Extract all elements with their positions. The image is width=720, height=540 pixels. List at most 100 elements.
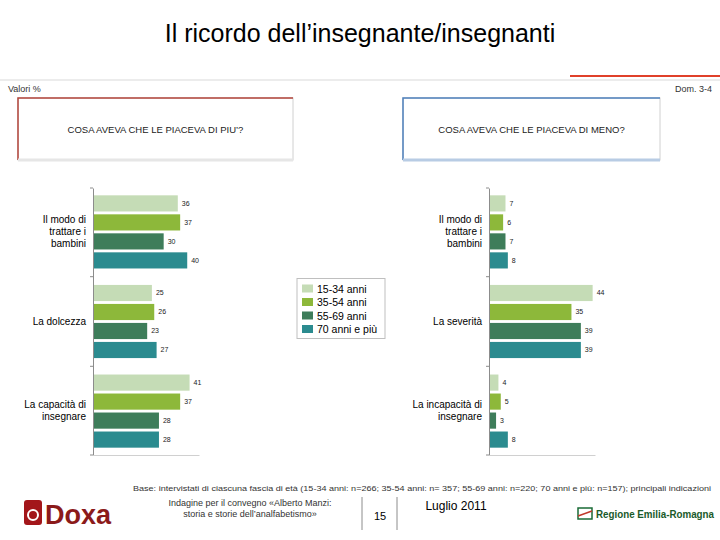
survey-note: Indagine per il convegno «Alberto Manzi:… [168,498,331,519]
base-note: Base: intervistati di ciascuna fascia di… [133,484,711,493]
bar [489,394,501,410]
value-axis [94,455,200,456]
bar [489,285,593,301]
category-tick: La capacità diinsegnare [24,399,93,422]
legend-swatch [302,325,313,333]
bar [489,195,505,211]
bar [489,323,581,339]
group-separator [486,455,489,456]
slide: Il ricordo dell’insegnante/insegnantiVal… [0,0,720,540]
bar [489,233,505,249]
data-label: 7 [509,200,513,207]
survey-note-line: storia e storie dell’analfabetismo» [183,509,317,519]
group-separator [486,366,489,367]
data-label: 3 [500,417,504,424]
category-axis-line [489,189,490,456]
question-box [18,98,293,160]
question-box-underline [403,159,660,162]
category-label-line: Il modo di [439,214,482,225]
bar [489,304,571,320]
group-separator [90,276,93,277]
data-labels: 7444635573938398 [500,200,604,443]
bar [93,432,159,448]
data-label: 37 [184,398,192,405]
footer-separator [362,497,363,530]
bar [93,413,159,429]
question-box-underline [18,159,293,162]
question-box-border [18,98,293,160]
category-tick: La severità [433,316,489,327]
units-note: Valori % [8,84,41,94]
data-label: 27 [161,346,169,353]
bar [93,285,152,301]
data-label: 39 [585,346,593,353]
data-label: 39 [585,327,593,334]
data-label: 28 [163,417,171,424]
data-label: 36 [182,200,190,207]
legend-frame [297,279,385,339]
legend-swatch [302,298,313,306]
region-mark [578,508,592,519]
data-label: 8 [512,257,516,264]
legend-label: 15-34 anni [317,283,367,295]
data-label: 23 [151,327,159,334]
category-label-line: bambini [51,238,86,249]
category-label: La capacità diinsegnare [24,399,86,422]
data-label: 41 [194,379,202,386]
data-label: 25 [156,289,164,296]
data-label: 28 [163,436,171,443]
doxa-mark-ring [28,510,38,520]
category-axis-line [93,189,94,456]
legend-swatch [302,285,313,293]
question-box [403,98,660,160]
value-axis-line [490,455,596,456]
bar [93,342,157,358]
group-separator [486,276,489,277]
data-label: 6 [507,219,511,226]
group-separator [90,366,93,367]
category-label-line: insegnare [438,411,482,422]
category-label-line: Il modo di [43,214,86,225]
bar [489,342,581,358]
bar [489,375,498,391]
data-label: 7 [509,238,513,245]
category-label-line: trattare i [49,226,86,237]
data-label: 40 [191,257,199,264]
bar [93,304,154,320]
bar [93,214,180,230]
category-label: La dolcezza [33,316,87,327]
category-label-line: La capacità di [24,399,86,410]
category-tick: Il modo ditrattare ibambini [439,214,489,249]
bar [93,233,164,249]
category-label: La severità [433,316,482,327]
bars [93,195,190,447]
data-label: 44 [597,289,605,296]
data-label: 37 [184,219,192,226]
bar [489,432,508,448]
doxa-mark [24,500,42,525]
question-ref: Dom. 3-4 [675,84,712,94]
category-label-line: trattare i [445,226,482,237]
bar [93,323,147,339]
bar [93,394,180,410]
bar [489,252,508,268]
chart-title: COSA AVEVA CHE LE PIACEVA DI MENO? [438,124,624,135]
category-label-line: La severità [433,316,482,327]
region-mark-stripe [578,511,592,516]
chart-1: COSA AVEVA CHE LE PIACEVA DI MENO?744463… [403,98,660,456]
survey-note-line: Indagine per il convegno «Alberto Manzi: [168,498,331,508]
bar [489,214,503,230]
legend-label: 70 anni e più [317,323,377,335]
legend: 15-34 anni35-54 anni55-69 anni70 anni e … [297,279,385,339]
legend-label: 55-69 anni [317,310,367,322]
footer-separator [397,497,398,530]
logo-right: Regione Emilia-Romagna [596,508,715,520]
group-separator [90,188,93,189]
category-label-line: La dolcezza [33,316,87,327]
data-labels: 362541372637302328402728 [151,200,201,443]
category-tick: La incapacità diinsegnare [413,399,490,422]
category-label: La incapacità diinsegnare [413,399,483,422]
logo-left: Doxa [45,500,112,530]
chart-0: COSA AVEVA CHE LE PIACEVA DI PIU’?362541… [18,98,385,456]
group-separator [90,455,93,456]
